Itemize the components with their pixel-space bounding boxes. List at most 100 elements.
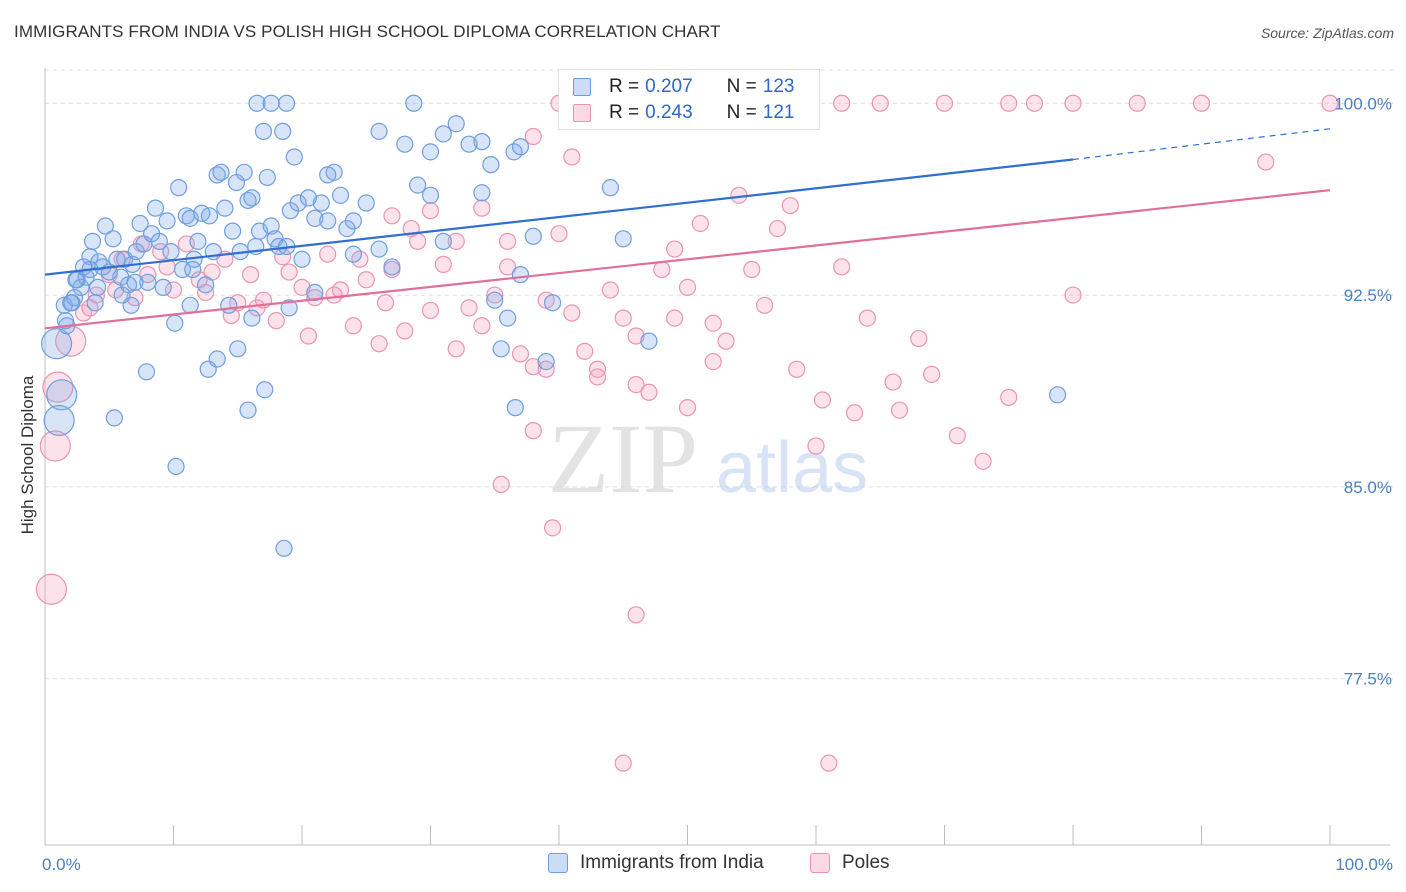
watermark-atlas: atlas — [716, 428, 868, 508]
poles-point — [370, 335, 388, 353]
poles-point — [755, 296, 774, 314]
india-point — [137, 363, 156, 381]
y-tick-labels: 77.5% 85.0% 92.5% 100.0% — [1334, 94, 1392, 688]
india-point — [524, 227, 542, 245]
india-point — [248, 94, 266, 112]
india-point — [46, 379, 78, 411]
poles-point — [627, 327, 645, 345]
india-point — [131, 214, 149, 233]
poles-point — [653, 260, 671, 279]
poles-swatch — [573, 104, 591, 122]
india-point — [243, 189, 261, 207]
poles-point — [563, 148, 581, 166]
y-tick-label: 100.0% — [1334, 94, 1392, 113]
r-value: 0.207 — [645, 76, 693, 97]
india-point — [275, 539, 293, 557]
india-point — [167, 457, 185, 476]
india-point — [105, 409, 123, 427]
india-point — [243, 309, 261, 327]
poles-point — [923, 365, 941, 383]
india-point — [126, 273, 144, 291]
poles-point — [910, 329, 928, 348]
poles-point — [871, 94, 889, 112]
n-label: N = — [726, 76, 757, 97]
poles-point — [704, 314, 722, 332]
india-point — [344, 245, 362, 263]
india-point — [86, 294, 104, 312]
india-point — [166, 314, 184, 332]
india-point — [197, 276, 215, 294]
poles-point — [1128, 94, 1146, 112]
poles-point — [35, 573, 68, 605]
india-point — [212, 163, 230, 181]
india-point — [319, 166, 337, 184]
india-point — [447, 115, 465, 133]
india-point — [170, 179, 188, 197]
india-point — [277, 94, 296, 112]
poles-point — [524, 358, 542, 376]
legend-item-poles[interactable]: Poles — [810, 852, 890, 874]
poles-point — [1321, 94, 1339, 112]
india-point — [344, 212, 362, 230]
india-point — [239, 401, 257, 419]
poles-point — [948, 427, 966, 445]
poles-point — [666, 240, 684, 258]
poles-point — [460, 299, 478, 317]
india-point — [254, 122, 273, 140]
india-point — [383, 258, 401, 276]
india-point — [146, 199, 165, 217]
chart-title: IMMIGRANTS FROM INDIA VS POLISH HIGH SCH… — [14, 22, 721, 41]
poles-point — [357, 271, 375, 289]
r-label: R = — [609, 76, 640, 97]
legend-label-poles: Poles — [842, 852, 890, 873]
legend-item-india[interactable]: Immigrants from India — [548, 852, 764, 874]
poles-point — [833, 94, 851, 112]
india-point — [83, 232, 102, 250]
x-tick-label-max: 100.0% — [1335, 855, 1393, 874]
y-tick-label: 92.5% — [1344, 286, 1392, 305]
india-point — [601, 179, 620, 197]
india-point — [262, 217, 280, 235]
poles-point — [678, 399, 697, 417]
poles-point — [550, 225, 568, 243]
poles-point — [1000, 388, 1018, 406]
india-point — [67, 271, 85, 289]
india-point — [162, 243, 180, 261]
india-point — [370, 240, 388, 258]
poles-point — [299, 327, 318, 345]
y-tick-label: 77.5% — [1344, 670, 1392, 689]
poles-point — [1192, 94, 1211, 112]
poles-point — [376, 294, 395, 312]
poles-point — [396, 322, 414, 340]
india-point — [299, 189, 318, 207]
india-point — [43, 404, 75, 437]
india-point — [460, 135, 478, 153]
poles-point — [39, 430, 71, 462]
poles-point — [421, 301, 440, 320]
axes — [44, 68, 1390, 846]
india-point — [421, 143, 440, 161]
poles-point — [678, 278, 697, 297]
india-point — [256, 381, 274, 399]
india-point — [319, 212, 337, 230]
y-tick-label: 85.0% — [1344, 478, 1392, 497]
n-value: 123 — [762, 76, 795, 97]
poles-point — [935, 94, 954, 112]
india-point — [62, 294, 80, 312]
india-point — [224, 222, 242, 240]
poles-point — [42, 371, 74, 403]
india-point — [235, 163, 253, 181]
y-axis-label: High School Diploma — [18, 375, 37, 534]
india-point — [614, 230, 632, 248]
poles-point — [267, 312, 285, 330]
india-point — [154, 278, 172, 297]
poles-point — [164, 281, 183, 299]
poles-point — [768, 219, 787, 238]
india-point — [229, 340, 247, 358]
watermark-zip: ZIP — [548, 403, 698, 514]
poles-point — [627, 606, 645, 624]
india-point — [89, 278, 107, 297]
india-point — [96, 217, 114, 235]
n-value: 121 — [762, 102, 795, 123]
india-point — [293, 250, 311, 268]
